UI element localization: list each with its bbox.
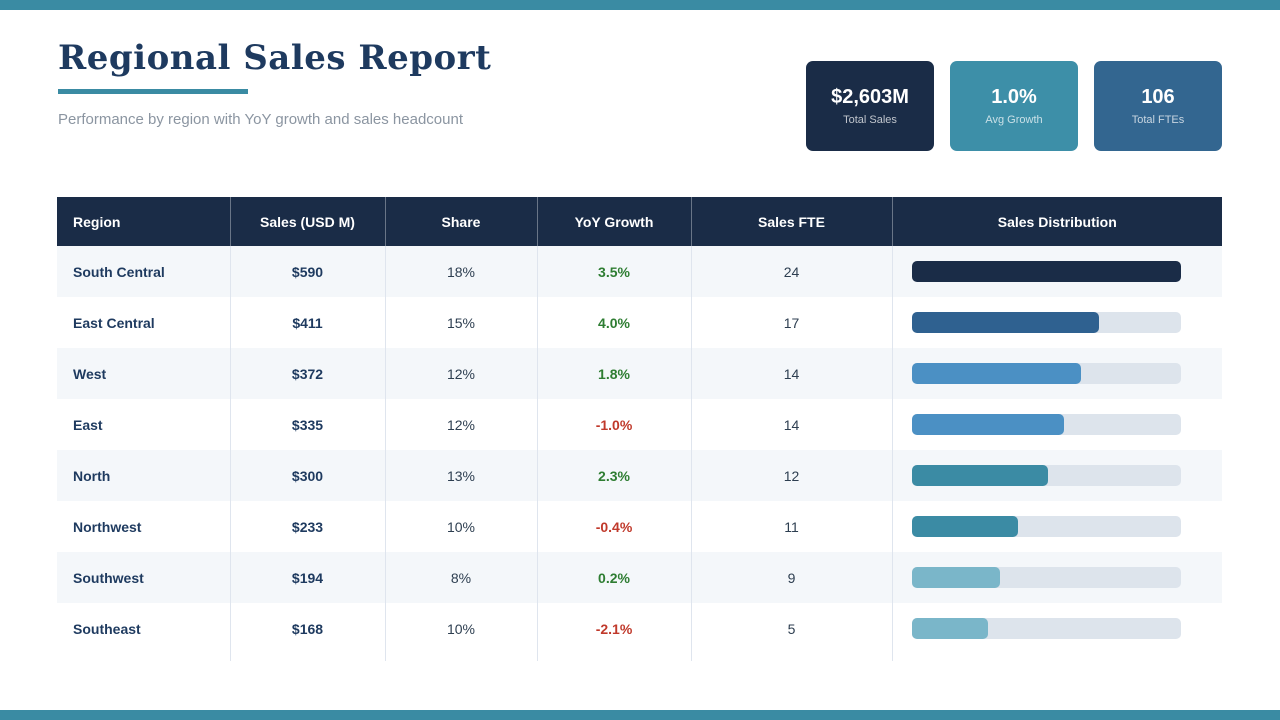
- title-underline: [58, 89, 248, 94]
- header-sales: Sales (USD M): [229, 197, 385, 246]
- fte-cell: 14: [690, 348, 892, 399]
- yoy-cell: 1.8%: [536, 348, 691, 399]
- table-row: Southeast $168 10% -2.1% 5: [57, 603, 1222, 654]
- kpi-total-ftes-label: Total FTEs: [1131, 114, 1185, 126]
- distribution-cell: [891, 297, 1222, 348]
- kpi-total-ftes-value: 106: [1141, 86, 1175, 108]
- share-cell: 18%: [384, 246, 537, 297]
- kpi-total-sales: $2,603M Total Sales: [806, 61, 934, 151]
- fte-cell: 11: [690, 501, 892, 552]
- distribution-bar-fill: [911, 516, 1018, 537]
- table-row-clipped: [57, 654, 1222, 661]
- table-row: West $372 12% 1.8% 14: [57, 348, 1222, 399]
- share-cell: 12%: [384, 399, 537, 450]
- distribution-bar-fill: [911, 261, 1181, 282]
- region-cell: East: [57, 399, 230, 450]
- share-cell: 15%: [384, 297, 537, 348]
- fte-cell: 24: [690, 246, 892, 297]
- distribution-cell: [891, 501, 1222, 552]
- share-cell: 13%: [384, 450, 537, 501]
- sales-cell: $372: [229, 348, 385, 399]
- fte-cell: 14: [690, 399, 892, 450]
- table-row: Northwest $233 10% -0.4% 11: [57, 501, 1222, 552]
- regional-sales-table: Region Sales (USD M) Share YoY Growth Sa…: [57, 197, 1222, 661]
- share-cell: 12%: [384, 348, 537, 399]
- yoy-cell: 4.0%: [536, 297, 691, 348]
- region-cell: East Central: [57, 297, 230, 348]
- distribution-bar-fill: [911, 414, 1065, 435]
- distribution-bar-fill: [911, 465, 1049, 486]
- sales-cell: $233: [229, 501, 385, 552]
- yoy-cell: -2.1%: [536, 603, 691, 654]
- bottom-accent-bar: [0, 710, 1280, 720]
- fte-cell: 9: [690, 552, 892, 603]
- fte-cell: 17: [690, 297, 892, 348]
- distribution-bar-track: [911, 618, 1181, 639]
- distribution-cell: [891, 450, 1222, 501]
- table-row: East $335 12% -1.0% 14: [57, 399, 1222, 450]
- distribution-bar-track: [911, 465, 1181, 486]
- yoy-cell: 2.3%: [536, 450, 691, 501]
- distribution-bar-track: [911, 261, 1181, 282]
- distribution-bar-fill: [911, 567, 1000, 588]
- yoy-cell: 0.2%: [536, 552, 691, 603]
- header-region: Region: [57, 197, 230, 246]
- distribution-bar-track: [911, 516, 1181, 537]
- share-cell: 10%: [384, 603, 537, 654]
- kpi-total-sales-value: $2,603M: [831, 86, 909, 108]
- region-cell: South Central: [57, 246, 230, 297]
- kpi-avg-growth-label: Avg Growth: [985, 114, 1043, 126]
- table-row: North $300 13% 2.3% 12: [57, 450, 1222, 501]
- kpi-cards: $2,603M Total Sales 1.0% Avg Growth 106 …: [806, 61, 1222, 151]
- region-cell: Southwest: [57, 552, 230, 603]
- sales-cell: $194: [229, 552, 385, 603]
- header-share: Share: [384, 197, 537, 246]
- distribution-cell: [891, 399, 1222, 450]
- distribution-bar-track: [911, 363, 1181, 384]
- sales-cell: $335: [229, 399, 385, 450]
- distribution-cell: [891, 348, 1222, 399]
- kpi-avg-growth-value: 1.0%: [991, 86, 1037, 108]
- distribution-cell: [891, 603, 1222, 654]
- distribution-bar-fill: [911, 312, 1099, 333]
- region-cell: North: [57, 450, 230, 501]
- distribution-bar-fill: [911, 618, 989, 639]
- fte-cell: 12: [690, 450, 892, 501]
- share-cell: 8%: [384, 552, 537, 603]
- table-row: Southwest $194 8% 0.2% 9: [57, 552, 1222, 603]
- sales-cell: $411: [229, 297, 385, 348]
- distribution-cell: [891, 552, 1222, 603]
- page-subtitle: Performance by region with YoY growth an…: [58, 111, 463, 128]
- kpi-avg-growth: 1.0% Avg Growth: [950, 61, 1078, 151]
- header-sales-distribution: Sales Distribution: [891, 197, 1222, 246]
- table-header-row: Region Sales (USD M) Share YoY Growth Sa…: [57, 197, 1222, 246]
- distribution-bar-track: [911, 312, 1181, 333]
- kpi-total-sales-label: Total Sales: [843, 114, 897, 126]
- yoy-cell: -1.0%: [536, 399, 691, 450]
- distribution-bar-track: [911, 414, 1181, 435]
- distribution-bar-fill: [911, 363, 1082, 384]
- region-cell: West: [57, 348, 230, 399]
- fte-cell: 5: [690, 603, 892, 654]
- sales-cell: $300: [229, 450, 385, 501]
- distribution-cell: [891, 246, 1222, 297]
- kpi-total-ftes: 106 Total FTEs: [1094, 61, 1222, 151]
- report-header: Regional Sales Report Performance by reg…: [58, 38, 491, 128]
- table-row: South Central $590 18% 3.5% 24: [57, 246, 1222, 297]
- yoy-cell: -0.4%: [536, 501, 691, 552]
- sales-cell: $590: [229, 246, 385, 297]
- table-body: South Central $590 18% 3.5% 24 East Cent…: [57, 246, 1222, 661]
- distribution-bar-track: [911, 567, 1181, 588]
- share-cell: 10%: [384, 501, 537, 552]
- table-row: East Central $411 15% 4.0% 17: [57, 297, 1222, 348]
- header-yoy-growth: YoY Growth: [536, 197, 691, 246]
- region-cell: Southeast: [57, 603, 230, 654]
- page-title: Regional Sales Report: [58, 38, 492, 78]
- yoy-cell: 3.5%: [536, 246, 691, 297]
- region-cell: Northwest: [57, 501, 230, 552]
- header-sales-fte: Sales FTE: [690, 197, 892, 246]
- top-accent-bar: [0, 0, 1280, 10]
- sales-cell: $168: [229, 603, 385, 654]
